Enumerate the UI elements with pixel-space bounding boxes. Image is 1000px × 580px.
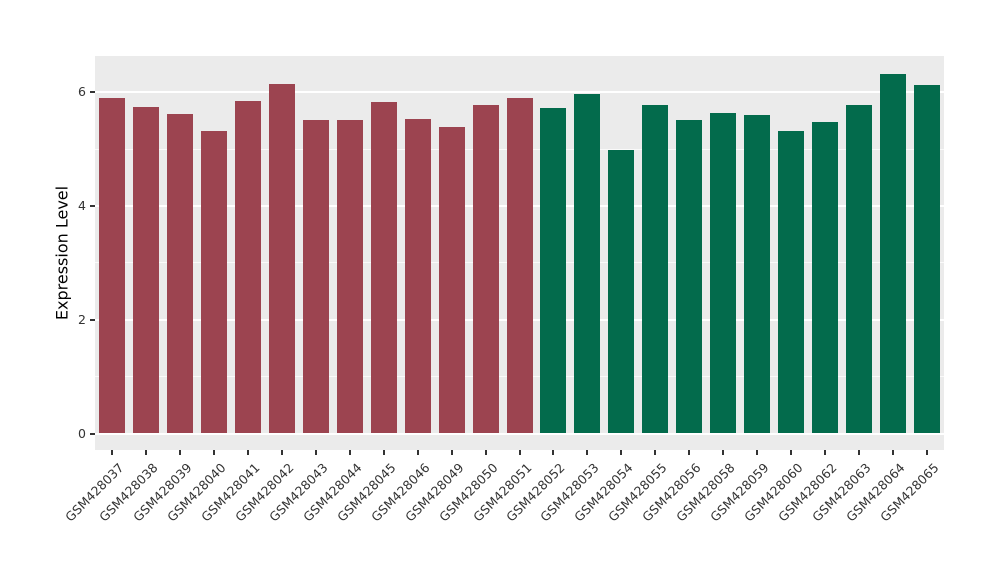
bar: [812, 121, 839, 434]
bar: [846, 104, 873, 434]
bar: [234, 101, 261, 434]
x-tick-mark: [858, 450, 861, 455]
bar: [710, 112, 737, 434]
x-tick-mark: [416, 450, 419, 455]
x-tick-mark: [280, 450, 283, 455]
bar: [778, 130, 805, 434]
bar: [302, 119, 329, 434]
x-tick-mark: [620, 450, 623, 455]
bar: [676, 119, 703, 434]
bar: [132, 106, 159, 434]
x-tick-mark: [212, 450, 215, 455]
bar: [404, 118, 431, 434]
bar: [540, 108, 567, 434]
x-tick-mark: [654, 450, 657, 455]
x-tick-mark: [824, 450, 827, 455]
y-tick-mark: [90, 204, 95, 207]
bar: [608, 150, 635, 434]
y-tick-label: 4: [78, 197, 86, 213]
bar: [914, 84, 941, 434]
major-gridline: [95, 432, 944, 435]
x-tick-mark: [348, 450, 351, 455]
bar: [642, 105, 669, 434]
y-tick-mark: [90, 318, 95, 321]
x-tick-mark: [178, 450, 181, 455]
y-tick-label: 6: [78, 84, 86, 100]
bar: [98, 97, 125, 434]
x-tick-mark: [518, 450, 521, 455]
x-tick-mark: [450, 450, 453, 455]
y-tick-mark: [90, 91, 95, 94]
x-tick-mark: [722, 450, 725, 455]
x-tick-mark: [586, 450, 589, 455]
x-tick-mark: [382, 450, 385, 455]
x-tick-mark: [246, 450, 249, 455]
bar: [744, 115, 771, 434]
x-tick-mark: [110, 450, 113, 455]
x-tick-mark: [926, 450, 929, 455]
y-tick-mark: [90, 432, 95, 435]
bar: [472, 105, 499, 434]
x-tick-mark: [552, 450, 555, 455]
plot-panel: [95, 56, 944, 450]
bar: [574, 93, 601, 434]
major-gridline: [95, 91, 944, 94]
bar: [268, 83, 295, 434]
bar: [336, 119, 363, 434]
bar: [880, 74, 907, 434]
bar: [200, 130, 227, 434]
x-tick-mark: [790, 450, 793, 455]
bar: [166, 114, 193, 434]
x-tick-mark: [144, 450, 147, 455]
x-tick-mark: [892, 450, 895, 455]
x-tick-mark: [688, 450, 691, 455]
x-tick-mark: [314, 450, 317, 455]
x-tick-mark: [756, 450, 759, 455]
y-tick-label: 0: [78, 425, 86, 441]
y-tick-label: 2: [78, 311, 86, 327]
bar: [438, 127, 465, 434]
bar: [370, 102, 397, 434]
bar: [506, 97, 533, 434]
x-tick-mark: [484, 450, 487, 455]
